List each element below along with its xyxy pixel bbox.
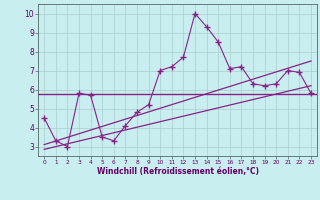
- X-axis label: Windchill (Refroidissement éolien,°C): Windchill (Refroidissement éolien,°C): [97, 167, 259, 176]
